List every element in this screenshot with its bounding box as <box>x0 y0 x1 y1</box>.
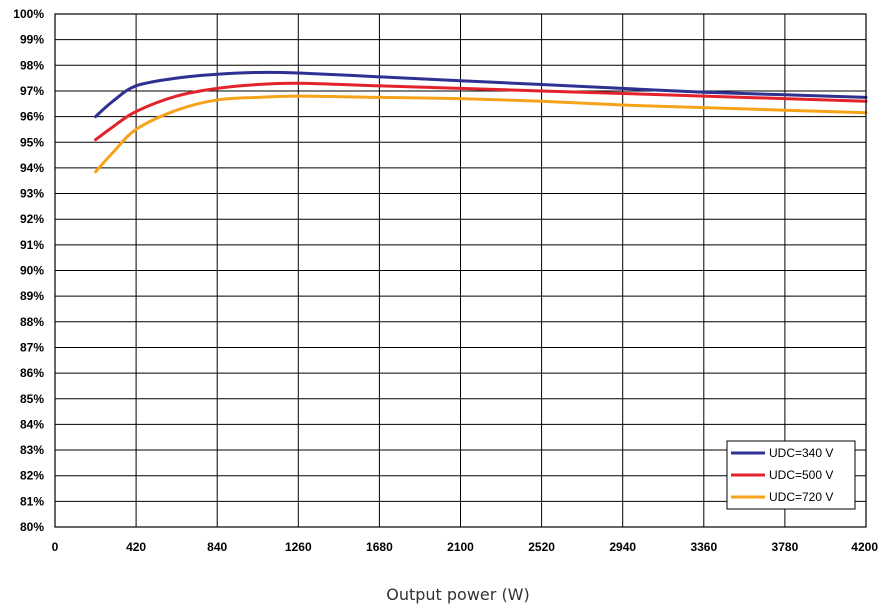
x-tick-label: 3780 <box>772 540 799 554</box>
y-tick-label: 96% <box>20 110 44 124</box>
y-tick-label: 90% <box>20 264 44 278</box>
y-tick-label: 83% <box>20 443 44 457</box>
x-tick-label: 1260 <box>285 540 312 554</box>
plot-frame <box>54 13 867 528</box>
y-tick-label: 92% <box>20 212 44 226</box>
y-tick-label: 95% <box>20 135 44 149</box>
x-tick-label: 420 <box>126 540 146 554</box>
legend: UDC=340 V UDC=500 V UDC=720 V <box>726 440 856 510</box>
series-lines <box>94 70 868 174</box>
y-tick-label: 89% <box>20 289 44 303</box>
y-tick-label: 91% <box>20 238 44 252</box>
y-tick-label: 88% <box>20 315 44 329</box>
y-tick-label: 84% <box>20 417 44 431</box>
y-tick-label: 87% <box>20 340 44 354</box>
x-tick-label: 3360 <box>690 540 717 554</box>
legend-label: UDC=720 V <box>769 490 833 504</box>
y-tick-label: 94% <box>20 161 44 175</box>
x-tick-label: 840 <box>207 540 227 554</box>
y-tick-label: 93% <box>20 187 44 201</box>
y-tick-label: 82% <box>20 469 44 483</box>
y-tick-label: 81% <box>20 494 44 508</box>
y-tick-label: 85% <box>20 392 44 406</box>
x-tick-label: 1680 <box>366 540 393 554</box>
y-tick-label: 99% <box>20 33 44 47</box>
x-axis-ticks: 0 420 840 1260 1680 2100 2520 2940 3360 3780 4200 <box>52 540 879 554</box>
x-axis-label: Output power (W) <box>386 585 530 604</box>
series-line-2 <box>94 81 868 142</box>
y-tick-label: 100% <box>13 7 44 21</box>
x-tick-label: 2100 <box>447 540 474 554</box>
x-tick-label: 2520 <box>528 540 555 554</box>
y-tick-label: 86% <box>20 366 44 380</box>
series-line-3 <box>94 94 868 174</box>
x-tick-label: 2940 <box>609 540 636 554</box>
series-line-1 <box>94 70 868 119</box>
x-tick-label: 4200 <box>851 540 878 554</box>
legend-label: UDC=340 V <box>769 446 833 460</box>
y-tick-label: 80% <box>20 520 44 534</box>
x-tick-label: 0 <box>52 540 59 554</box>
grid <box>54 13 867 528</box>
legend-label: UDC=500 V <box>769 468 833 482</box>
y-axis-ticks: 80% 81% 82% 83% 84% 85% 86% 87% 88% 89% 90% 91% 92% 9… <box>13 7 44 534</box>
y-tick-label: 97% <box>20 84 44 98</box>
y-tick-label: 98% <box>20 58 44 72</box>
